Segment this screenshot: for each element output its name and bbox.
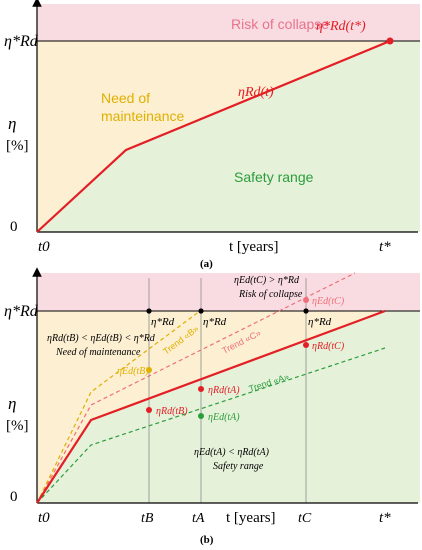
x-axis-label-a: t [years] (229, 239, 279, 255)
zone-safety-b (37, 311, 420, 503)
origin-label-b: 0 (10, 489, 18, 505)
point-rd-a (198, 386, 204, 392)
safety-text: Safety range (213, 461, 264, 472)
point-rd-c (303, 342, 309, 348)
safety-condition: ηEd(tA) < ηRd(tA) (194, 447, 270, 458)
point-ed-c (303, 297, 309, 303)
y-top-label-a: η*Rd (4, 33, 39, 50)
maintenance-text: Need of maintenance (55, 347, 141, 358)
label-rd-b: ηRd(tB) (156, 406, 188, 417)
origin-label-a: 0 (10, 219, 18, 235)
x-start-label-b: t0 (38, 510, 50, 526)
zone-collapse-a (37, 4, 420, 41)
x-tick-ta: tA (192, 511, 205, 526)
x-end-label-b: t* (379, 510, 391, 526)
label-ed-a: ηEd(tA) (208, 412, 240, 423)
curve-rd-a (36, 39, 391, 233)
collapse-text: Risk of collapse (238, 289, 303, 300)
panel-b: η*Rd η*Rd η*Rd ηEd(tB) ηRd(tB) ηRd(tA) η… (4, 267, 420, 546)
point-rd-b (146, 407, 152, 413)
point-ed-b (146, 367, 152, 373)
y-axis-label-a: η (8, 114, 16, 133)
zone-maintenance-label-a-1: Need of (101, 90, 150, 106)
threshold-point-tb (146, 308, 152, 314)
zone-safety-a (37, 41, 420, 232)
label-rd-c: ηRd(tC) (312, 341, 345, 352)
x-tick-tc: tC (298, 511, 312, 526)
point-ed-a (198, 413, 204, 419)
y-axis-unit-b: [%] (6, 418, 29, 434)
trend-a-line (36, 347, 386, 504)
curve-label-a: ηRd(t) (238, 85, 274, 100)
end-point-label-a: η*Rd(t*) (316, 19, 366, 34)
y-axis-unit-a: [%] (6, 138, 29, 154)
label-ed-c: ηEd(tC) (312, 296, 345, 307)
zone-collapse-b (37, 273, 420, 311)
curve-rd-b (36, 309, 386, 504)
y-axis-label-b: η (8, 394, 16, 413)
x-start-label-a: t0 (38, 239, 50, 255)
trend-c-line (36, 272, 356, 504)
zone-maintenance-b (37, 311, 385, 503)
threshold-label-ta: η*Rd (203, 316, 227, 328)
label-rd-a: ηRd(tA) (208, 385, 240, 396)
y-top-label-b: η*Rd (4, 303, 39, 320)
trend-b-line (36, 310, 201, 504)
threshold-point-tc (303, 308, 309, 314)
maintenance-condition: ηRd(tB) < ηEd(tB) < η*Rd (47, 333, 156, 344)
threshold-label-tc: η*Rd (308, 316, 332, 328)
label-ed-b: ηEd(tB) (117, 366, 149, 377)
zone-collapse-label-a: Risk of collapse (231, 16, 329, 32)
x-end-label-a: t* (379, 239, 391, 255)
zone-maintenance-a (37, 41, 390, 232)
panel-a: η*Rd η [%] 0 t0 t [years] t* Risk of col… (4, 0, 420, 270)
caption-b: (b) (200, 534, 214, 546)
zone-safety-label-a: Safety range (234, 169, 314, 185)
threshold-label-tb: η*Rd (151, 316, 175, 328)
caption-a: (a) (200, 258, 213, 270)
x-tick-tb: tB (141, 511, 154, 526)
end-point-a (386, 37, 394, 45)
threshold-point-ta (198, 308, 204, 314)
collapse-condition: ηEd(tC) > η*Rd (234, 275, 300, 286)
zone-maintenance-label-a-2: mainteinance (101, 108, 184, 124)
x-axis-label-b: t [years] (226, 510, 276, 526)
